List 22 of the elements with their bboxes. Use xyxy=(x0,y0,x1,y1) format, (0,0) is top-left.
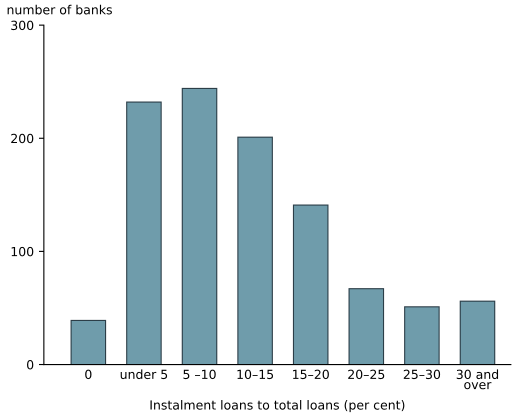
bar xyxy=(237,136,273,365)
x-tick-label: 30 and over xyxy=(456,369,498,390)
x-axis-title: Instalment loans to total loans (per cent) xyxy=(150,400,404,412)
y-tick-label: 100 xyxy=(12,246,34,256)
x-tick-label: 15–20 xyxy=(293,370,329,380)
x-tick-label: 0 xyxy=(85,370,92,380)
x-tick-label: under 5 xyxy=(120,369,168,380)
x-tick-label: 10–15 xyxy=(237,370,274,380)
x-tick-label: 5 –10 xyxy=(183,370,216,380)
bar xyxy=(182,88,218,365)
bar xyxy=(292,204,328,365)
bar xyxy=(460,300,496,365)
y-axis-title: number of banks xyxy=(8,4,112,14)
bar xyxy=(404,306,440,365)
y-tick-label: 300 xyxy=(11,20,34,30)
y-tick-label: 200 xyxy=(11,134,34,144)
bar xyxy=(70,320,106,365)
bar xyxy=(348,288,384,365)
bar xyxy=(126,102,162,365)
y-tick-label: 0 xyxy=(27,360,34,370)
x-tick-label: 20–25 xyxy=(348,370,384,380)
x-tick-label: 25–30 xyxy=(404,370,440,380)
